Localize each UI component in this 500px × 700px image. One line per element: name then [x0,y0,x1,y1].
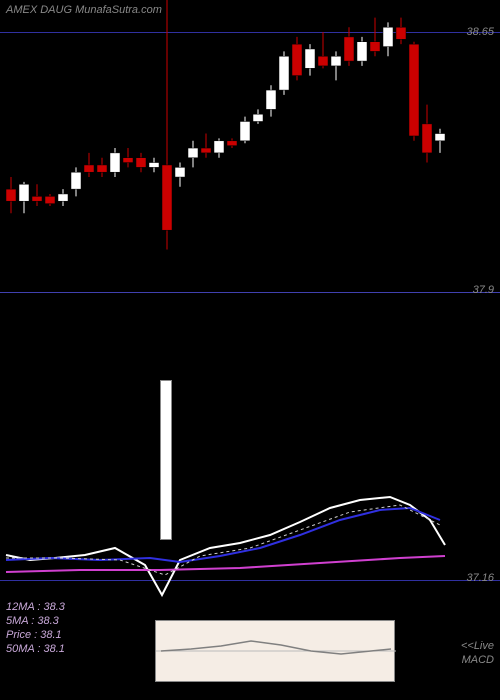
macd-inset-line [156,621,396,683]
ma-readout-line: 12MA : 38.3 [6,600,65,614]
candle-body [344,37,354,61]
candle-body [422,124,432,153]
candle-body [136,158,146,168]
candle-body [318,56,328,66]
price-hline [0,580,500,581]
candle-body [84,165,94,172]
ma-readout: 12MA : 38.35MA : 38.3Price : 38.150MA : … [6,600,65,656]
candle-body [214,141,224,153]
price-hline-label: 38.65 [466,26,494,38]
magenta-ma-line [6,556,445,572]
candle-body [71,172,81,189]
candle-body [357,42,367,61]
candle-body [396,27,406,39]
candle-body [6,189,16,201]
candle-body [266,90,276,109]
candle-body [162,165,172,230]
candle-body [201,148,211,153]
candle-body [331,56,341,66]
volume-spike-bar [160,380,172,540]
candle-body [188,148,198,158]
candle-body [110,153,120,172]
candle-body [279,56,289,90]
candle-body [240,121,250,140]
candle-body [97,165,107,172]
dashed-ma-line [6,505,440,575]
live-label: <<Live [461,640,494,652]
candle-body [19,184,29,201]
ma-readout-line: 5MA : 38.3 [6,614,65,628]
candle-body [292,44,302,75]
candle-body [175,167,185,177]
candle-body [305,49,315,68]
ma-readout-line: 50MA : 38.1 [6,642,65,656]
candle-body [227,141,237,146]
candle-body [58,194,68,201]
macd-inset [155,620,395,682]
candle-body [435,134,445,141]
stock-chart: AMEX DAUG MunafaSutra.com 38.65 37.9 37.16… [0,0,500,700]
macd-label: MACD [462,654,494,666]
indicator-lines-layer [0,0,500,700]
candle-body [409,44,419,136]
blue-ma-line [6,508,440,562]
candle-body [383,27,393,46]
candle-body [370,42,380,52]
price-hline [0,32,500,33]
candle-body [45,196,55,203]
price-hline-label: 37.9 [473,284,494,296]
candle-body [32,196,42,201]
candle-body [253,114,263,121]
price-hline-label: 37.16 [466,572,494,584]
candle-body [149,163,159,168]
candle-body [123,158,133,163]
candlestick-layer [0,0,500,700]
ma-readout-line: Price : 38.1 [6,628,65,642]
macd-inset-polyline [161,641,391,654]
chart-header: AMEX DAUG MunafaSutra.com [6,4,162,16]
price-hline [0,292,500,293]
